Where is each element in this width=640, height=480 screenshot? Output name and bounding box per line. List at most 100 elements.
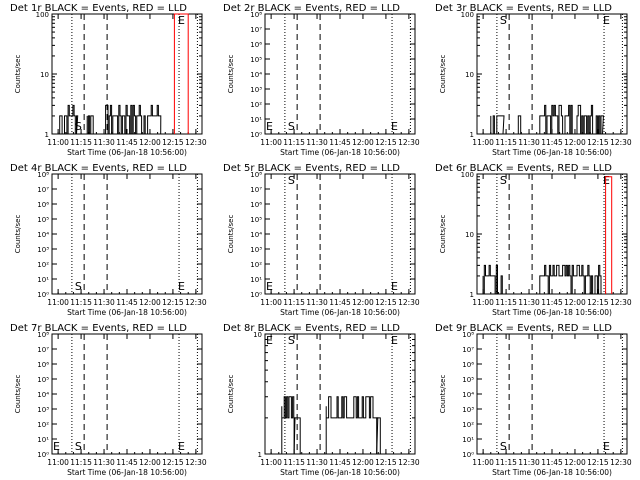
y-tick-label: 10⁶: [250, 41, 262, 49]
y-tick-label: 10: [465, 231, 474, 239]
x-tick-label: 11:00: [472, 458, 494, 467]
detector-panel: Det 7r BLACK = Events, RED = LLD 10⁰ 10¹ 10…: [10, 323, 207, 477]
panel-title: Det 8r BLACK = Events, RED = LLD: [223, 323, 400, 334]
y-tick-label: 10⁰: [37, 291, 49, 299]
detector-panel: Det 6r BLACK = Events, RED = LLD 1 10 100 Co…: [435, 163, 632, 317]
start-marker-label: S: [288, 120, 295, 133]
y-tick-label: 10⁷: [37, 346, 49, 354]
y-tick-label: 10¹: [462, 436, 474, 444]
start-marker-label: S: [500, 14, 507, 27]
start-marker-label: S: [500, 174, 507, 187]
x-tick-label: 12:00: [564, 138, 586, 147]
x-tick-label: 11:45: [116, 138, 138, 147]
x-tick-label: 11:00: [260, 138, 282, 147]
events-trace: [517, 115, 526, 135]
y-tick-label: 10²: [250, 261, 262, 269]
y-axis-label: Counts/sec: [14, 375, 22, 414]
x-axis-label: Start Time (06-Jan-18 10:56:00): [492, 308, 612, 317]
panel-title: Det 1r BLACK = Events, RED = LLD: [10, 3, 187, 14]
detector-panel: Det 1r BLACK = Events, RED = LLD 1 10 100 Co…: [10, 3, 207, 157]
panel-title: Det 2r BLACK = Events, RED = LLD: [223, 3, 400, 14]
y-tick-label: 10³: [250, 86, 262, 94]
x-tick-label: 12:30: [610, 458, 632, 467]
events-trace: [482, 264, 504, 295]
x-axis-label: Start Time (06-Jan-18 10:56:00): [280, 308, 400, 317]
x-tick-label: 11:15: [495, 138, 517, 147]
end-marker-label: E: [178, 280, 185, 293]
x-tick-label: 11:15: [70, 138, 92, 147]
end-marker-label: E: [603, 174, 610, 187]
y-tick-label: 10: [40, 71, 49, 79]
panel-title: Det 6r BLACK = Events, RED = LLD: [435, 163, 612, 174]
x-tick-label: 11:45: [541, 138, 563, 147]
x-tick-label: 12:30: [610, 298, 632, 307]
end-marker-label: E: [391, 280, 398, 293]
panel-title: Det 3r BLACK = Events, RED = LLD: [435, 3, 612, 14]
x-tick-label: 11:30: [306, 458, 328, 467]
detector-panel: Det 3r BLACK = Events, RED = LLD 1 10 100 Co…: [435, 3, 632, 157]
events-trace: [293, 417, 301, 454]
y-axis-label: Counts/sec: [14, 215, 22, 254]
y-tick-label: 10²: [37, 261, 49, 269]
x-tick-label: 11:45: [541, 458, 563, 467]
start-marker-label: S: [288, 334, 295, 347]
x-tick-label: 12:30: [398, 298, 420, 307]
x-tick-label: 12:00: [352, 298, 374, 307]
events-trace: [376, 417, 384, 455]
x-axis-label: Start Time (06-Jan-18 10:56:00): [280, 148, 400, 157]
y-tick-label: 10⁸: [37, 171, 49, 179]
x-tick-label: 11:45: [329, 138, 351, 147]
y-axis-label: Counts/sec: [439, 55, 447, 94]
x-tick-label: 12:15: [587, 458, 609, 467]
events-trace: [325, 396, 379, 455]
x-axis-label: Start Time (06-Jan-18 10:56:00): [67, 308, 187, 317]
x-tick-label: 11:30: [518, 458, 540, 467]
x-tick-label: 11:30: [518, 138, 540, 147]
x-tick-label: 11:45: [329, 298, 351, 307]
x-tick-label: 12:00: [564, 458, 586, 467]
events-trace: [490, 115, 505, 135]
y-tick-label: 100: [36, 11, 49, 19]
x-tick-label: 12:30: [398, 138, 420, 147]
y-tick-label: 10⁴: [37, 391, 49, 399]
y-tick-label: 10⁸: [250, 11, 262, 19]
end-marker-label: E: [178, 440, 185, 453]
y-tick-label: 10⁷: [250, 186, 262, 194]
x-axis-label: Start Time (06-Jan-18 10:56:00): [67, 468, 187, 477]
y-tick-label: 10¹: [37, 436, 49, 444]
x-tick-label: 11:15: [70, 458, 92, 467]
x-tick-label: 12:15: [375, 138, 397, 147]
x-tick-label: 11:00: [47, 458, 69, 467]
x-tick-label: 11:15: [495, 298, 517, 307]
y-tick-label: 10⁵: [37, 216, 49, 224]
panel-title: Det 5r BLACK = Events, RED = LLD: [223, 163, 400, 174]
y-axis-label: Counts/sec: [227, 215, 235, 254]
y-axis-label: Counts/sec: [439, 375, 447, 414]
y-tick-label: 1: [470, 291, 474, 299]
detector-panel: Det 9r BLACK = Events, RED = LLD 10⁰ 10¹ 10…: [435, 323, 632, 477]
y-tick-label: 10¹: [250, 116, 262, 124]
x-tick-label: 12:30: [185, 298, 207, 307]
left-edge-marker-label: E: [266, 120, 273, 133]
x-tick-label: 11:00: [260, 298, 282, 307]
y-tick-label: 10⁵: [462, 376, 474, 384]
y-tick-label: 10⁶: [462, 361, 474, 369]
y-tick-label: 10⁸: [37, 331, 49, 339]
y-tick-label: 10⁰: [462, 451, 474, 459]
lld-trace: [173, 13, 189, 134]
y-tick-label: 10⁵: [250, 216, 262, 224]
x-tick-label: 12:15: [375, 298, 397, 307]
y-tick-label: 10⁶: [250, 201, 262, 209]
x-tick-label: 12:30: [185, 458, 207, 467]
y-tick-label: 10⁴: [250, 71, 262, 79]
y-tick-label: 10²: [37, 421, 49, 429]
panel-title: Det 9r BLACK = Events, RED = LLD: [435, 323, 612, 334]
y-tick-label: 10¹: [37, 276, 49, 284]
events-trace: [539, 104, 604, 135]
panel-title: Det 4r BLACK = Events, RED = LLD: [10, 163, 187, 174]
y-tick-label: 10⁰: [250, 291, 262, 299]
detector-panel: Det 2r BLACK = Events, RED = LLD 10⁰ 10¹ 10…: [223, 3, 420, 157]
y-tick-label: 10⁶: [37, 361, 49, 369]
y-axis-label: Counts/sec: [227, 55, 235, 94]
end-marker-label: E: [178, 14, 185, 27]
